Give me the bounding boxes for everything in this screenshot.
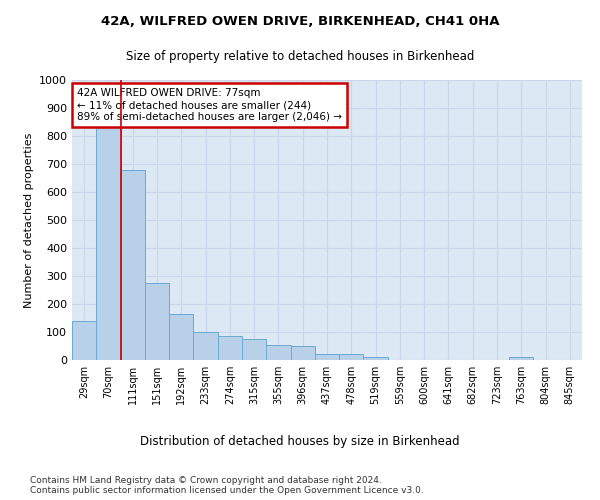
Text: 42A WILFRED OWEN DRIVE: 77sqm
← 11% of detached houses are smaller (244)
89% of : 42A WILFRED OWEN DRIVE: 77sqm ← 11% of d…	[77, 88, 342, 122]
Bar	[509, 357, 533, 360]
Text: 42A, WILFRED OWEN DRIVE, BIRKENHEAD, CH41 0HA: 42A, WILFRED OWEN DRIVE, BIRKENHEAD, CH4…	[101, 15, 499, 28]
Bar	[218, 336, 242, 360]
Bar	[96, 94, 121, 360]
Bar	[72, 321, 96, 360]
Bar	[266, 344, 290, 360]
Bar	[315, 354, 339, 360]
Bar	[339, 354, 364, 360]
Text: Size of property relative to detached houses in Birkenhead: Size of property relative to detached ho…	[126, 50, 474, 63]
Bar	[169, 314, 193, 360]
Bar	[290, 346, 315, 360]
Bar	[145, 283, 169, 360]
Bar	[364, 357, 388, 360]
Text: Distribution of detached houses by size in Birkenhead: Distribution of detached houses by size …	[140, 435, 460, 448]
Bar	[121, 170, 145, 360]
Bar	[193, 332, 218, 360]
Y-axis label: Number of detached properties: Number of detached properties	[23, 132, 34, 308]
Text: Contains HM Land Registry data © Crown copyright and database right 2024.
Contai: Contains HM Land Registry data © Crown c…	[30, 476, 424, 495]
Bar	[242, 339, 266, 360]
